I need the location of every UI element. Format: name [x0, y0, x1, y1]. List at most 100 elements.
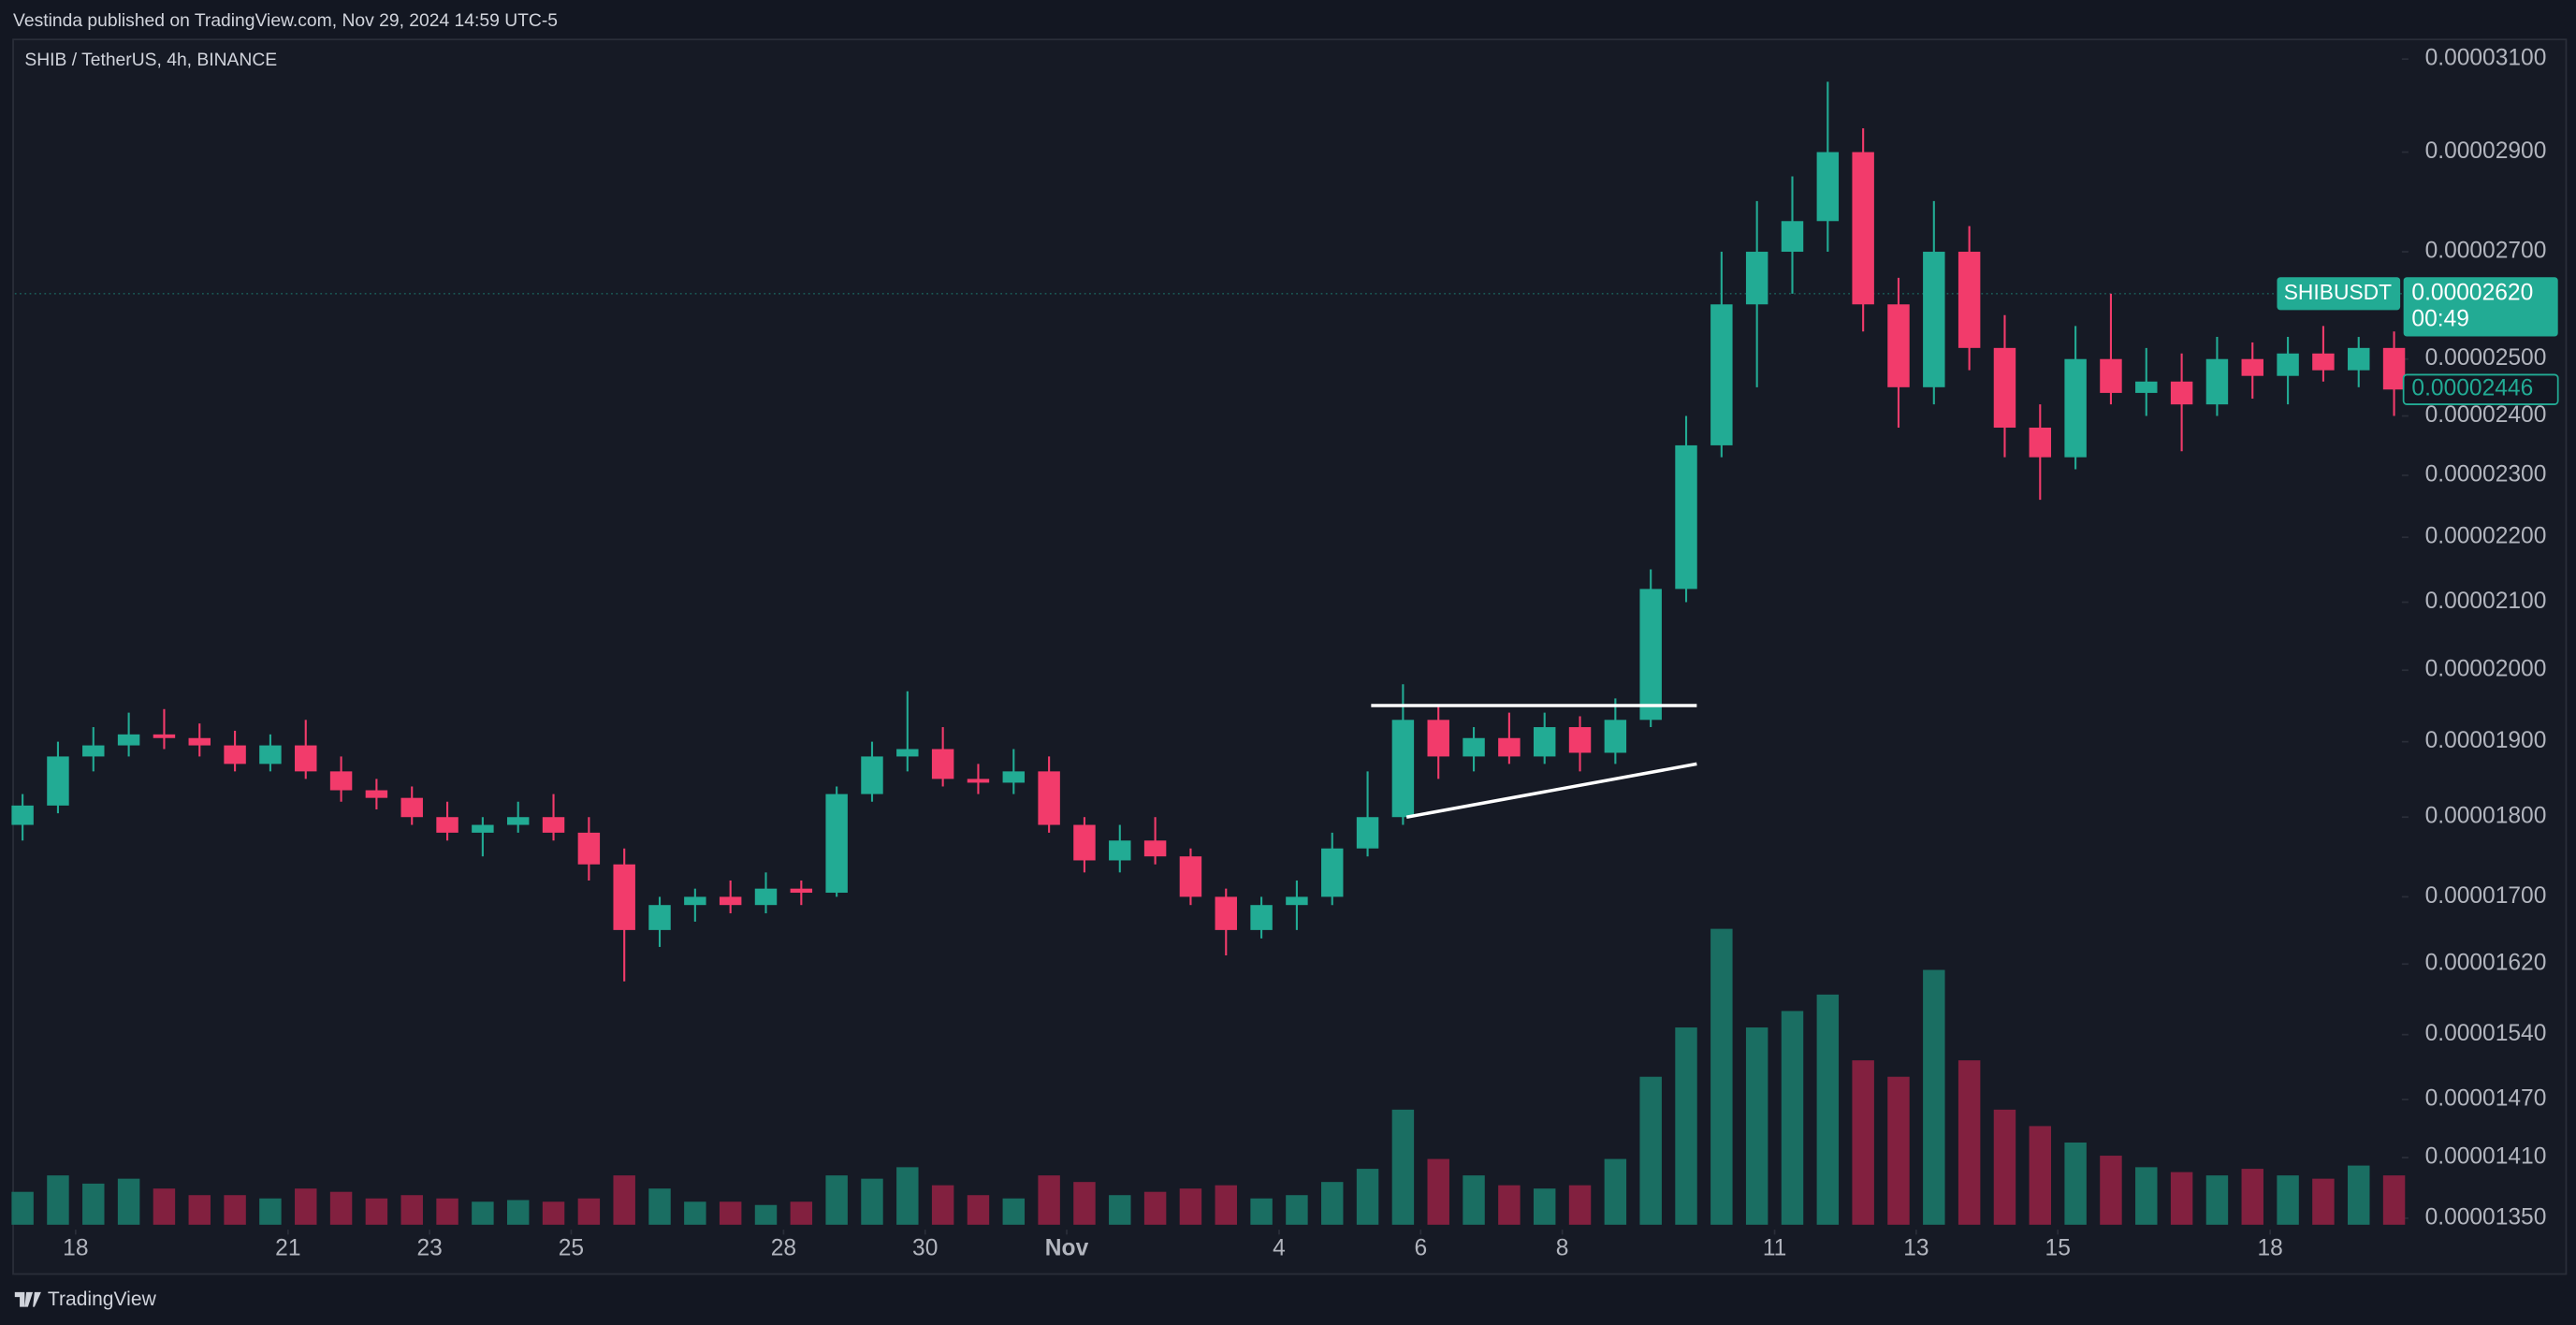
candle-body [1143, 840, 1167, 857]
candle-body [1639, 589, 1662, 721]
volume-bar [11, 1191, 34, 1225]
candle-body [2277, 353, 2299, 376]
plot-area [12, 38, 2568, 1275]
volume-bar [1002, 1198, 1026, 1225]
candle-body [2205, 358, 2229, 405]
candle-body [1427, 720, 1449, 757]
volume-bar [153, 1188, 176, 1225]
y-tick-label: 0.00001620 [2425, 951, 2547, 976]
volume-bar [967, 1195, 990, 1225]
candle-body [790, 888, 813, 894]
volume-bar [1286, 1195, 1308, 1225]
volume-bar [117, 1178, 140, 1225]
volume-bar [2100, 1156, 2122, 1225]
volume-bar [295, 1188, 317, 1225]
candle-body [613, 864, 635, 930]
volume-bar [2312, 1178, 2335, 1225]
volume-bar [1179, 1188, 1202, 1225]
candle-body [825, 794, 848, 894]
volume-bar [2241, 1169, 2263, 1225]
volume-bar [1463, 1175, 1485, 1225]
candle-body [224, 745, 246, 764]
candle-body [967, 779, 990, 783]
volume-bar [1143, 1191, 1167, 1225]
volume-bar [365, 1198, 388, 1225]
volume-bar [1887, 1076, 1910, 1225]
y-tick-label: 0.00001900 [2425, 728, 2547, 753]
candle-body [1356, 817, 1379, 849]
candle-body [1675, 444, 1697, 590]
volume-bar [790, 1201, 813, 1225]
candle-body [2170, 381, 2193, 405]
candle-body [2241, 358, 2263, 376]
volume-bar [188, 1195, 211, 1225]
volume-bar [224, 1195, 246, 1225]
candle-body [1179, 856, 1202, 897]
y-tick-label: 0.00002300 [2425, 461, 2547, 487]
y-tick-label: 0.00002100 [2425, 589, 2547, 614]
candle-body [2100, 358, 2122, 393]
volume-bar [82, 1183, 105, 1225]
candle-body [2348, 347, 2370, 371]
volume-bar [1993, 1109, 2016, 1225]
volume-bar [542, 1201, 565, 1225]
candle-body [472, 824, 494, 833]
y-tick-label: 0.00002400 [2425, 402, 2547, 428]
candle-body [47, 756, 69, 806]
x-tick-label: 13 [1903, 1236, 1928, 1261]
volume-bar [684, 1201, 706, 1225]
chart-title: SHIB / TetherUS, 4h, BINANCE [24, 51, 277, 70]
footer-brand: TradingView [48, 1289, 157, 1310]
footer-logo [14, 1291, 41, 1307]
chart-layer: 0.00003100 0.00002900 0.00002700 0.00002500… [11, 46, 2559, 1261]
volume-bar [472, 1201, 494, 1225]
candle-body [1923, 252, 1945, 387]
candle-body [1604, 720, 1627, 753]
y-tick-label: 0.00002200 [2425, 524, 2547, 549]
prev-close-box [2402, 373, 2559, 405]
volume-bar [719, 1201, 742, 1225]
volume-bar [1957, 1060, 1981, 1225]
candle-body [2029, 428, 2052, 458]
candle-body [1286, 896, 1308, 906]
volume-bar [1816, 994, 1840, 1225]
x-tick-label: 28 [771, 1236, 796, 1261]
logo-icon [14, 1291, 41, 1307]
candle-body [931, 749, 954, 779]
volume-bar [825, 1175, 848, 1225]
volume-bar [2170, 1172, 2193, 1225]
volume-bar [436, 1198, 458, 1225]
volume-bar [931, 1185, 954, 1225]
x-tick-label: 18 [63, 1236, 88, 1261]
prev-close-label: 0.00002446 [2411, 376, 2533, 401]
candle-body [400, 797, 423, 818]
volume-bar [1038, 1175, 1060, 1225]
trendline [1405, 762, 1697, 819]
candle-body [719, 896, 742, 906]
x-tick-label: 11 [1763, 1236, 1787, 1261]
candle-body [1887, 304, 1910, 387]
candle-body [1002, 771, 1026, 783]
volume-bar [1215, 1185, 1237, 1225]
volume-bar [2277, 1175, 2299, 1225]
candle-body [2135, 381, 2158, 393]
volume-bar [1498, 1185, 1521, 1225]
volume-bar [1391, 1109, 1415, 1225]
y-tick-label: 0.00002700 [2425, 239, 2547, 264]
volume-bar [613, 1175, 635, 1225]
x-tick-label: 15 [2045, 1236, 2071, 1261]
countdown: 00:49 [2411, 306, 2468, 331]
volume-bar [1427, 1158, 1449, 1225]
candle-body [436, 817, 458, 833]
candle-body [82, 745, 105, 757]
candle-body [896, 749, 919, 757]
candle-body [1250, 905, 1273, 930]
volume-bar [1639, 1076, 1662, 1225]
y-tick-label: 0.00002500 [2425, 345, 2547, 371]
x-tick-label: 6 [1414, 1236, 1427, 1261]
volume-bar [2029, 1126, 2052, 1225]
candle-body [684, 896, 706, 906]
candle-body [1321, 848, 1344, 897]
volume-bar [1250, 1198, 1273, 1225]
